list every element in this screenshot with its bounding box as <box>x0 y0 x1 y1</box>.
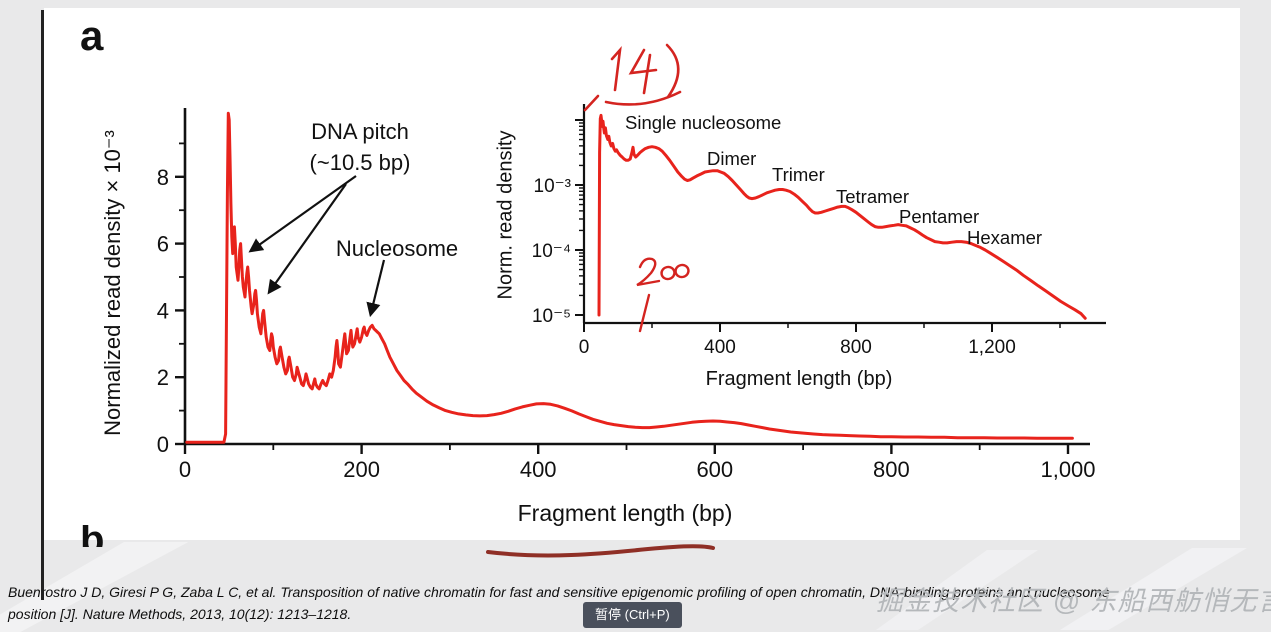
inset-peak-label-hexamer: Hexamer <box>967 227 1043 248</box>
inset-peak-label-single-nucleosome: Single nucleosome <box>625 112 782 133</box>
inset-peak-label-trimer: Trimer <box>772 164 825 185</box>
citation-line2: position [J]. Nature Methods, 2013, 10(1… <box>8 605 352 622</box>
dna-pitch-annotation: DNA pitch (~10.5 bp) <box>310 116 411 178</box>
inset-peak-label-pentamer: Pentamer <box>899 206 980 227</box>
annotation-arrow <box>248 175 357 253</box>
pause-button[interactable]: 暂停 (Ctrl+P) <box>583 602 682 628</box>
citation-line1: Buenrostro J D, Giresi P G, Zaba L C, et… <box>8 584 1110 600</box>
inset-x-axis-label: Fragment length (bp) <box>705 368 893 390</box>
svg-text:6: 6 <box>157 232 169 257</box>
fragment-length-chart: 0 200 400 600 800 1,000 0 2 4 6 8 0 400 800 1,200 10⁻³ 1… <box>157 104 1106 482</box>
svg-text:10⁻³: 10⁻³ <box>534 176 572 197</box>
figure-panel: 0 200 400 600 800 1,000 0 2 4 6 8 0 400 800 1,200 10⁻³ 1… <box>44 8 1240 547</box>
left-edge-rule <box>41 10 44 600</box>
citation: Buenrostro J D, Giresi P G, Zaba L C, et… <box>8 582 1266 625</box>
svg-text:10⁻⁴: 10⁻⁴ <box>532 241 571 262</box>
dna-pitch-annotation-line2: (~10.5 bp) <box>309 150 411 175</box>
svg-text:0: 0 <box>179 457 191 482</box>
svg-text:800: 800 <box>840 337 872 358</box>
panel-label-a: a <box>80 12 104 59</box>
inset-curve <box>597 113 1087 320</box>
main-y-axis-label: Normalized read density × 10⁻³ <box>100 130 125 436</box>
inset-y-axis-label: Norm. read density <box>494 130 517 300</box>
inset-peak-label-dimer: Dimer <box>707 148 757 169</box>
inset-peak-label-tetramer: Tetramer <box>836 186 909 207</box>
watermark-text: 掘金技术社区 @ 东船西舫悄无言 <box>876 586 1271 616</box>
nucleosome-annotation: Nucleosome <box>335 236 459 261</box>
svg-text:400: 400 <box>704 337 736 358</box>
svg-text:0: 0 <box>579 337 590 358</box>
svg-text:200: 200 <box>343 457 380 482</box>
inset-chart-axes: 0 400 800 1,200 10⁻³ 10⁻⁴ 10⁻⁵ <box>532 104 1106 358</box>
handwritten-underline <box>486 544 715 558</box>
main-curve <box>185 111 1074 444</box>
svg-text:600: 600 <box>696 457 733 482</box>
svg-text:400: 400 <box>520 457 557 482</box>
dna-pitch-annotation-line1: DNA pitch <box>311 119 409 144</box>
main-chart-axes: 0 200 400 600 800 1,000 0 2 4 6 8 <box>157 108 1096 482</box>
svg-text:1,200: 1,200 <box>968 337 1016 358</box>
svg-text:2: 2 <box>157 365 169 390</box>
annotation-arrow <box>267 183 347 295</box>
svg-text:800: 800 <box>873 457 910 482</box>
main-x-axis-label: Fragment length (bp) <box>517 500 733 526</box>
annotation-arrow <box>366 259 386 318</box>
svg-text:10⁻⁵: 10⁻⁵ <box>532 306 571 327</box>
panel-label-b-partial: b <box>80 525 105 547</box>
svg-text:8: 8 <box>157 165 169 190</box>
svg-text:0: 0 <box>157 432 169 457</box>
svg-text:4: 4 <box>157 298 169 323</box>
svg-text:1,000: 1,000 <box>1040 457 1095 482</box>
